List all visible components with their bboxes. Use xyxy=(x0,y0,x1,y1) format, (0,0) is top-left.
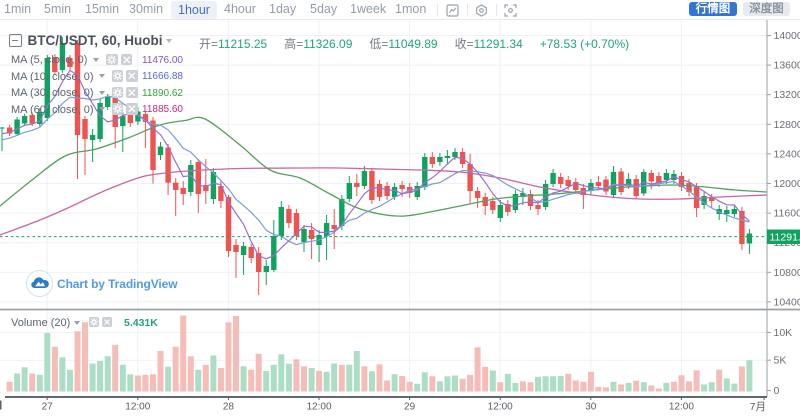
svg-text:12000: 12000 xyxy=(774,178,800,190)
svg-text:12400: 12400 xyxy=(774,148,800,160)
svg-text:12:00: 12:00 xyxy=(669,402,694,413)
svg-text:30: 30 xyxy=(585,402,597,413)
svg-text:0: 0 xyxy=(774,385,780,397)
svg-text:13200: 13200 xyxy=(774,89,800,101)
svg-text:10K: 10K xyxy=(774,327,793,339)
svg-text:7月: 7月 xyxy=(750,401,766,413)
svg-text:11600: 11600 xyxy=(774,208,800,220)
svg-text:27: 27 xyxy=(42,402,54,413)
svg-text:12800: 12800 xyxy=(774,119,800,131)
svg-text:12:00: 12:00 xyxy=(125,402,150,413)
svg-text:11291.3: 11291.3 xyxy=(770,232,800,244)
svg-text:10800: 10800 xyxy=(774,267,800,279)
svg-text:10400: 10400 xyxy=(774,296,800,308)
svg-text:13600: 13600 xyxy=(774,60,800,72)
svg-text:5K: 5K xyxy=(774,355,787,367)
svg-text:29: 29 xyxy=(404,402,416,413)
svg-text:12:00: 12:00 xyxy=(488,402,513,413)
svg-text:14000: 14000 xyxy=(774,30,800,42)
svg-text:28: 28 xyxy=(223,402,235,413)
svg-text:12:00: 12:00 xyxy=(306,402,331,413)
